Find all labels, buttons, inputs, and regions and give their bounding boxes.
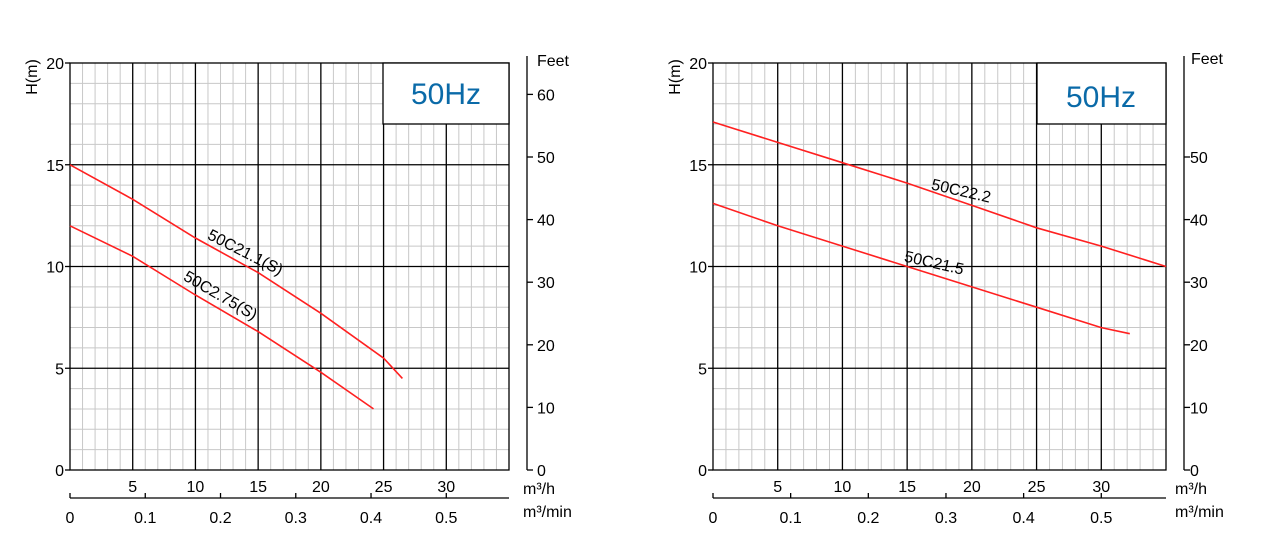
hz-label: 50Hz bbox=[411, 78, 481, 111]
y-tick-label: 15 bbox=[689, 158, 707, 175]
y-axis-title: H(m) bbox=[667, 59, 684, 95]
feet-tick-label: 40 bbox=[537, 213, 555, 230]
chart-1: 50Hz 0 5 10 15 20 H(m) 0 10 20 30 40 50 60 Feet 5 10 15 20… bbox=[24, 53, 572, 527]
feet-tick-label: 50 bbox=[537, 150, 555, 167]
x-tick-label-min: 0.4 bbox=[1013, 510, 1035, 527]
feet-tick-label: 20 bbox=[537, 338, 555, 355]
x-unit-h: m³/h bbox=[1175, 481, 1207, 498]
curve-50C21.1(S) bbox=[69, 164, 403, 379]
feet-axis-title: Feet bbox=[1191, 51, 1224, 68]
x-tick-label-h: 15 bbox=[249, 479, 267, 496]
y-tick-label: 0 bbox=[698, 463, 707, 480]
feet-tick-label: 30 bbox=[537, 275, 555, 292]
x-tick-label-h: 15 bbox=[898, 479, 916, 496]
x-tick-label-min: 0.5 bbox=[1090, 510, 1112, 527]
x-tick-label-min: 0.3 bbox=[935, 510, 957, 527]
hz-label: 50Hz bbox=[1066, 81, 1136, 114]
x-tick-label-h: 5 bbox=[773, 479, 782, 496]
x-tick-label-h: 25 bbox=[375, 479, 393, 496]
x-tick-label-h: 10 bbox=[834, 479, 852, 496]
y-tick-label: 15 bbox=[46, 158, 64, 175]
y-tick-label: 5 bbox=[698, 361, 707, 378]
x-unit-min: m³/min bbox=[523, 504, 572, 521]
x-tick-label-min: 0 bbox=[66, 510, 75, 527]
x-tick-label-min: 0.5 bbox=[435, 510, 457, 527]
x-tick-label-h: 20 bbox=[312, 479, 330, 496]
hz-box bbox=[382, 62, 510, 125]
x-unit-h: m³/h bbox=[523, 481, 555, 498]
hz-box bbox=[1036, 62, 1167, 125]
x-tick-label-min: 0.2 bbox=[209, 510, 231, 527]
x-tick-label-h: 20 bbox=[963, 479, 981, 496]
curve-50C21.5 bbox=[712, 202, 1130, 335]
feet-tick-label: 10 bbox=[537, 400, 555, 417]
x-tick-label-h: 10 bbox=[187, 479, 205, 496]
y-tick-label: 0 bbox=[55, 463, 64, 480]
y-axis-title: H(m) bbox=[24, 59, 41, 95]
x-unit-min: m³/min bbox=[1175, 504, 1224, 521]
feet-tick-label: 20 bbox=[1190, 338, 1208, 355]
y-tick-label: 5 bbox=[55, 361, 64, 378]
y-tick-label: 20 bbox=[689, 56, 707, 73]
x-tick-label-min: 0.2 bbox=[857, 510, 879, 527]
feet-tick-label: 10 bbox=[1190, 400, 1208, 417]
y-tick-label: 20 bbox=[46, 56, 64, 73]
feet-axis-title: Feet bbox=[537, 53, 570, 70]
x-tick-label-h: 30 bbox=[1092, 479, 1110, 496]
x-tick-label-h: 30 bbox=[437, 479, 455, 496]
feet-tick-label: 50 bbox=[1190, 150, 1208, 167]
x-tick-label-min: 0 bbox=[709, 510, 718, 527]
feet-tick-label: 40 bbox=[1190, 213, 1208, 230]
x-tick-label-h: 25 bbox=[1028, 479, 1046, 496]
curve-50C2.75(S) bbox=[69, 225, 374, 410]
curve-label: 50C21.1(S) bbox=[205, 227, 286, 279]
feet-tick-label: 30 bbox=[1190, 275, 1208, 292]
x-tick-label-min: 0.3 bbox=[285, 510, 307, 527]
feet-tick-label: 60 bbox=[537, 87, 555, 104]
x-tick-label-min: 0.1 bbox=[134, 510, 156, 527]
curve-50C22.2 bbox=[712, 121, 1167, 268]
y-tick-label: 10 bbox=[46, 260, 64, 277]
x-tick-label-h: 5 bbox=[128, 479, 137, 496]
feet-tick-label: 0 bbox=[537, 463, 546, 480]
feet-tick-label: 0 bbox=[1190, 463, 1199, 480]
y-tick-label: 10 bbox=[689, 260, 707, 277]
chart-2: 50Hz 0 5 10 15 20 H(m) 0 10 20 30 40 50 Feet 5 10 15 20 25… bbox=[667, 51, 1224, 527]
x-tick-label-min: 0.1 bbox=[780, 510, 802, 527]
x-tick-label-min: 0.4 bbox=[360, 510, 382, 527]
